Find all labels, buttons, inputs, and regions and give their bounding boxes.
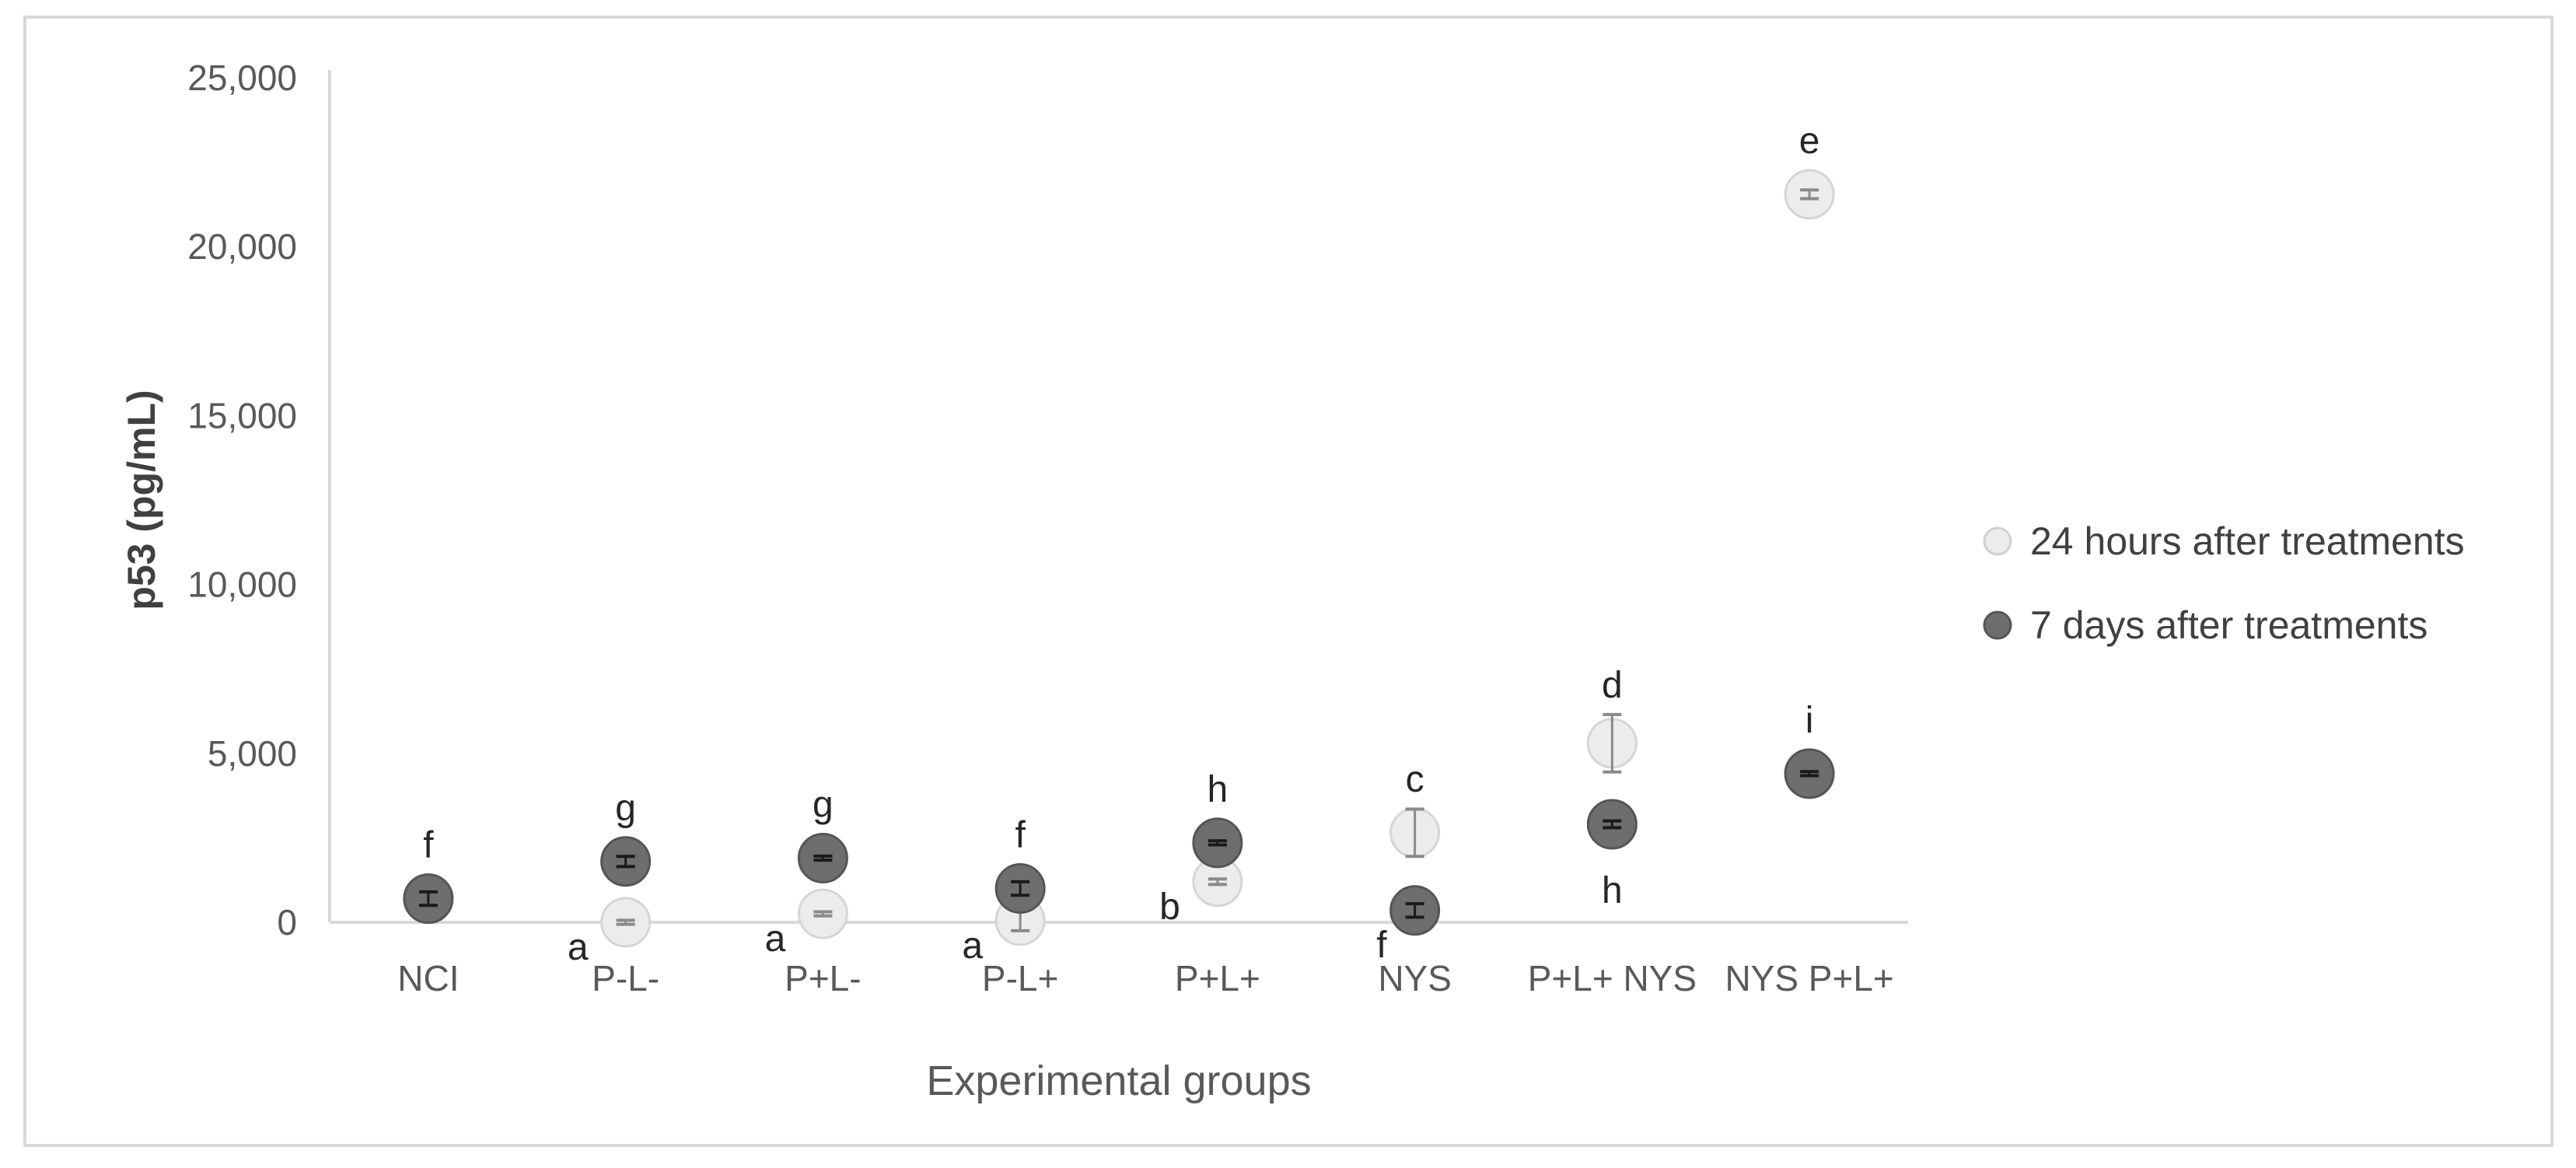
x-tick-label: P+L+ NYS: [1528, 958, 1697, 998]
significance-letter: g: [615, 788, 636, 829]
x-axis-label: Experimental groups: [926, 1058, 1311, 1104]
x-tick-label: P+L+: [1175, 958, 1260, 998]
data-points: [403, 169, 1835, 948]
significance-letter: h: [1208, 769, 1229, 810]
significance-letter: e: [1799, 121, 1820, 162]
y-tick-label: 0: [277, 902, 297, 942]
axes: [328, 70, 1908, 924]
significance-letter: c: [1406, 759, 1424, 800]
y-tick-label: 20,000: [187, 226, 297, 267]
legend: 24 hours after treatments 7 days after t…: [1983, 519, 2465, 647]
x-tick-labels: NCI P-L- P+L- P-L+ P+L+ NYS P+L+ NYS NYS P+L+: [397, 958, 1894, 998]
legend-marker-7d: [1983, 610, 2012, 640]
y-tick-label: 5,000: [208, 733, 297, 774]
significance-letter: i: [1805, 700, 1814, 741]
significance-letter: d: [1602, 665, 1623, 706]
x-tick-label: NYS: [1378, 958, 1452, 998]
significance-letters: a a a b c d e f g g f h f h i: [423, 121, 1819, 968]
significance-letter: g: [813, 784, 834, 825]
significance-letter: f: [1015, 815, 1026, 856]
significance-letter: a: [568, 927, 589, 968]
x-tick-label: NCI: [397, 958, 459, 998]
significance-letter: f: [1376, 925, 1387, 966]
y-tick-label: 25,000: [187, 58, 297, 98]
chart-frame: 0 5,000 10,000 15,000 20,000 25,000 NCI P-L- P+…: [23, 16, 2553, 1147]
p53-chart: 0 5,000 10,000 15,000 20,000 25,000 NCI P-L- P+…: [120, 58, 2465, 1104]
significance-letter: a: [765, 918, 786, 960]
x-tick-label: P+L-: [785, 958, 861, 998]
y-tick-label: 10,000: [187, 565, 297, 605]
significance-letter: h: [1602, 870, 1623, 911]
significance-letter: b: [1159, 886, 1180, 928]
y-tick-labels: 0 5,000 10,000 15,000 20,000 25,000: [187, 58, 297, 942]
y-tick-label: 15,000: [187, 395, 297, 435]
legend-label-24h: 24 hours after treatments: [2030, 519, 2465, 563]
y-axis-label: p53 (pg/mL): [120, 390, 163, 610]
legend-marker-24h: [1983, 526, 2012, 556]
x-tick-label: P-L-: [592, 958, 659, 998]
legend-label-7d: 7 days after treatments: [2030, 603, 2427, 647]
significance-letter: a: [962, 925, 983, 967]
significance-letter: f: [423, 825, 434, 866]
x-tick-label: NYS P+L+: [1725, 958, 1893, 998]
x-tick-label: P-L+: [982, 958, 1058, 998]
